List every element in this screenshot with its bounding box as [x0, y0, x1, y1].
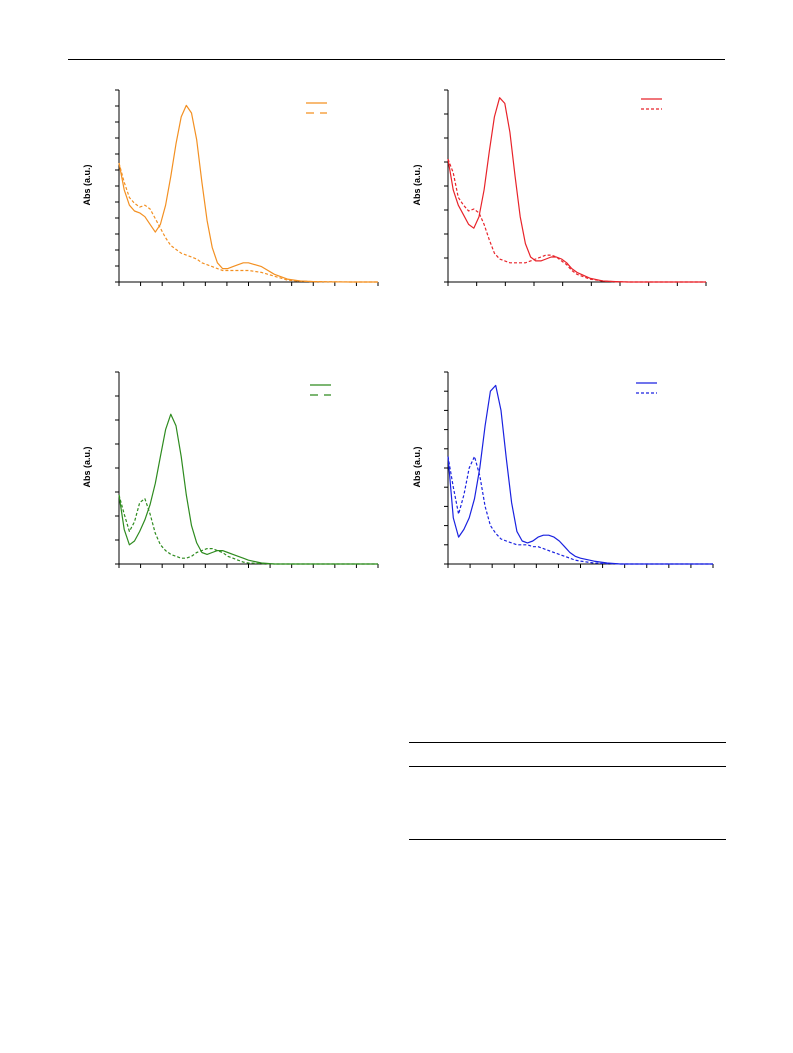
series-line-solid: [447, 97, 706, 283]
series-line-dashed: [118, 162, 378, 283]
table-header-rule: [409, 766, 726, 767]
header-rule: [68, 59, 725, 60]
series-line-solid: [118, 104, 378, 283]
table-bottom-rule: [409, 839, 726, 840]
table-top-rule: [409, 742, 726, 743]
series-line-dashed: [447, 158, 706, 283]
series-line-dashed: [447, 455, 713, 565]
series-line-solid: [118, 413, 378, 565]
series-line-solid: [447, 384, 713, 565]
table: [409, 742, 726, 842]
